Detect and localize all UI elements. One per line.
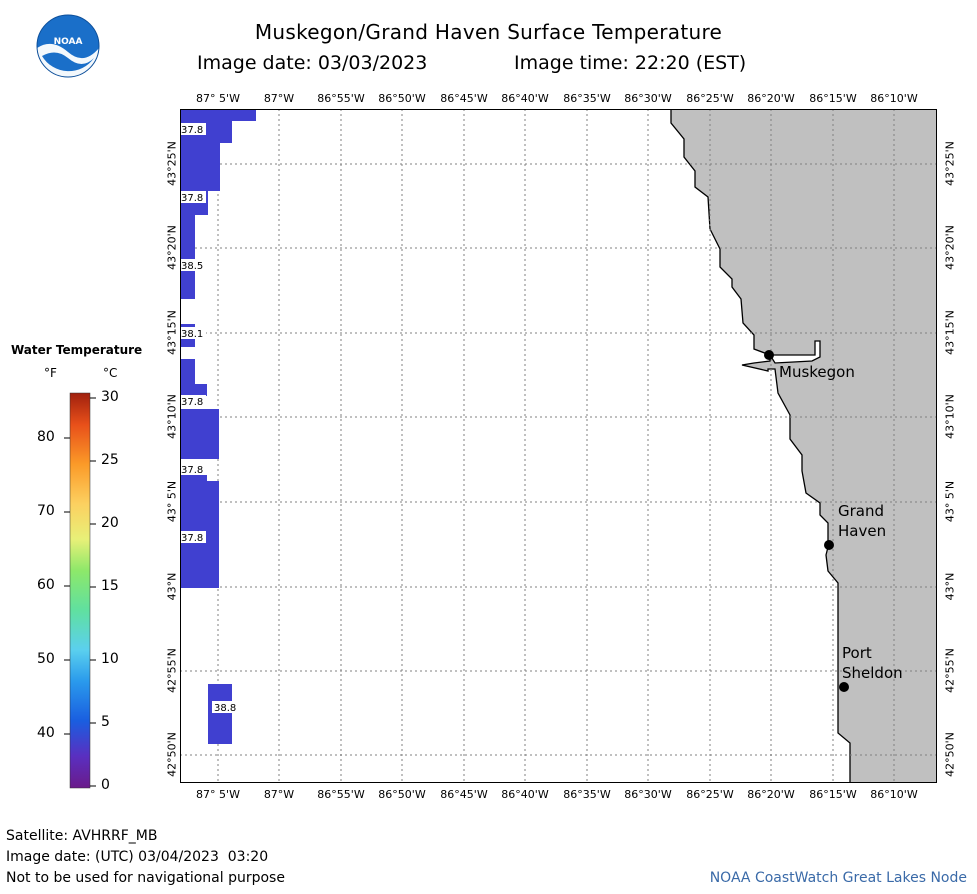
city-label-port-sheldon: Port Sheldon <box>842 644 903 682</box>
legend-tick-f: 60 <box>37 577 55 593</box>
lon-label-bottom: 86°15'W <box>809 788 857 801</box>
legend-tick-f: 80 <box>37 429 55 445</box>
lon-label-top: 86°55'W <box>317 92 365 105</box>
pixel-label: 38.1 <box>181 329 203 340</box>
lat-label-left: 43°25'N <box>165 141 179 186</box>
pixel-label: 37.8 <box>181 125 203 136</box>
lat-label-right: 43°10'N <box>943 394 957 439</box>
muskegon-lake <box>768 340 821 364</box>
lat-label-right: 43°N <box>943 572 957 601</box>
lat-label-left: 43°20'N <box>165 225 179 270</box>
lat-label-right: 43°25'N <box>943 141 957 186</box>
lat-label-left: 42°55'N <box>165 648 179 693</box>
legend-tick-c: 0 <box>101 777 110 793</box>
pixel-label: 38.8 <box>214 703 236 714</box>
pixel-label: 37.8 <box>181 465 203 476</box>
lat-label-right: 43°15'N <box>943 310 957 355</box>
lat-label-left: 43°10'N <box>165 394 179 439</box>
legend-tick-c: 30 <box>101 389 119 405</box>
map-canvas: 37.8 37.8 38.5 38.1 37.8 37.8 37.8 38.8 <box>180 109 937 783</box>
lon-label-bottom: 87°W <box>263 788 295 801</box>
map-title: Muskegon/Grand Haven Surface Temperature <box>254 20 723 44</box>
pixel-value-labels: 37.8 37.8 38.5 38.1 37.8 37.8 37.8 38.8 <box>180 123 240 714</box>
noaa-logo-icon: NOAA <box>36 14 100 78</box>
graticule <box>180 109 937 783</box>
muskegon-marker <box>764 350 774 360</box>
lon-label-top: 86°25'W <box>686 92 734 105</box>
logo-text: NOAA <box>54 37 83 47</box>
lat-label-left: 43°N <box>165 572 179 601</box>
pixel-label: 37.8 <box>181 193 203 204</box>
map-frame <box>180 109 937 783</box>
lon-label-top: 86°20'W <box>747 92 795 105</box>
legend-tick-c: 10 <box>101 651 119 667</box>
lon-label-bottom: 86°50'W <box>378 788 426 801</box>
lon-label-top: 86°10'W <box>870 92 918 105</box>
legend-tick-f: 70 <box>37 503 55 519</box>
city-label-muskegon: Muskegon <box>779 363 855 381</box>
legend-unit-f: °F <box>44 366 57 380</box>
lon-label-top: 86°15'W <box>809 92 857 105</box>
lat-label-right: 43°20'N <box>943 225 957 270</box>
legend-tick-c: 5 <box>101 714 110 730</box>
lon-label-top: 86°35'W <box>563 92 611 105</box>
lon-label-top: 87°W <box>263 92 295 105</box>
lon-label-bottom: 86°10'W <box>870 788 918 801</box>
pixel-label: 37.8 <box>181 533 203 544</box>
lon-label-top: 86°30'W <box>624 92 672 105</box>
city-label-grand-haven: Grand Haven <box>838 502 887 540</box>
lon-label-bottom: 86°40'W <box>501 788 549 801</box>
legend-tick-c: 15 <box>101 578 119 594</box>
pixel-label: 38.5 <box>181 261 203 272</box>
lon-label-top: 86°40'W <box>501 92 549 105</box>
lat-label-left: 42°50'N <box>165 732 179 777</box>
lon-label-bottom: 86°35'W <box>563 788 611 801</box>
lon-label-top: 87° 5'W <box>196 92 240 105</box>
lon-label-bottom: 86°55'W <box>317 788 365 801</box>
lon-label-bottom: 86°30'W <box>624 788 672 801</box>
lat-label-right: 42°50'N <box>943 732 957 777</box>
legend-tick-f: 40 <box>37 725 55 741</box>
footer-credit: NOAA CoastWatch Great Lakes Node <box>709 870 967 886</box>
image-date: Image date: 03/03/2023 <box>197 52 428 74</box>
lat-label-left: 43° 5'N <box>165 480 179 523</box>
legend-colorbar <box>64 392 96 789</box>
lon-label-bottom: 86°25'W <box>686 788 734 801</box>
lon-label-bottom: 86°20'W <box>747 788 795 801</box>
footer-disclaimer: Not to be used for navigational purpose <box>6 870 285 886</box>
footer-satellite: Satellite: AVHRRF_MB <box>6 828 158 844</box>
lat-label-right: 43° 5'N <box>943 480 957 523</box>
footer-utc-date: Image date: (UTC) 03/04/2023 03:20 <box>6 849 269 865</box>
image-time: Image time: 22:20 (EST) <box>514 52 747 74</box>
legend-tick-f: 50 <box>37 651 55 667</box>
land-shoreline <box>670 109 937 783</box>
lon-label-bottom: 87° 5'W <box>196 788 240 801</box>
lon-label-bottom: 86°45'W <box>440 788 488 801</box>
lat-label-right: 42°55'N <box>943 648 957 693</box>
lon-label-top: 86°45'W <box>440 92 488 105</box>
legend-unit-c: °C <box>103 366 118 380</box>
lat-label-left: 43°15'N <box>165 310 179 355</box>
legend-title: Water Temperature <box>11 343 143 357</box>
legend-tick-c: 20 <box>101 515 119 531</box>
lon-label-top: 86°50'W <box>378 92 426 105</box>
legend-tick-c: 25 <box>101 452 119 468</box>
port-sheldon-marker <box>839 682 849 692</box>
pixel-label: 37.8 <box>181 397 203 408</box>
grand-haven-marker <box>824 540 834 550</box>
